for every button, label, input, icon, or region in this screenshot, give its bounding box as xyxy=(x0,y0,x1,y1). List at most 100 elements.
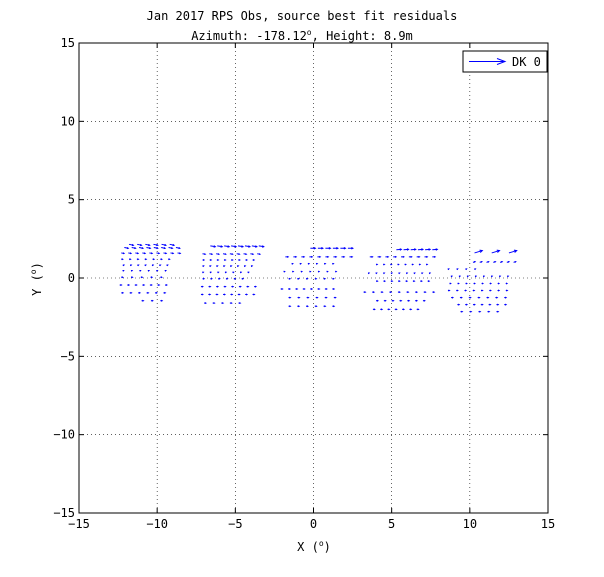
residual-vector-head xyxy=(209,265,212,268)
residual-vector xyxy=(491,250,500,254)
residual-vector-head xyxy=(323,277,327,280)
residual-vector-head xyxy=(497,289,501,292)
residual-vector-head xyxy=(147,269,151,272)
residual-vector-head xyxy=(381,291,384,294)
residual-vector-head xyxy=(313,246,317,250)
residual-vector-head xyxy=(413,272,416,275)
residual-vector-head xyxy=(376,299,380,302)
residual-vector-head xyxy=(406,248,410,251)
subtitle-prefix: Azimuth: -178.12 xyxy=(191,29,307,43)
residual-vector-head xyxy=(334,255,338,258)
residual-vector-head xyxy=(457,282,460,285)
residual-vector-head xyxy=(376,263,379,266)
residual-vector-head xyxy=(238,253,241,256)
residual-vector-head xyxy=(210,277,213,280)
residual-vector-head xyxy=(405,280,409,283)
residual-vector-head xyxy=(231,253,234,256)
y-axis-label-close: ) xyxy=(30,262,44,269)
residual-vector-head xyxy=(384,299,387,302)
x-axis-label-close: ) xyxy=(324,540,331,554)
residual-vector-head xyxy=(202,271,205,274)
x-axis-label-text: X ( xyxy=(297,540,319,554)
residual-vector-head xyxy=(383,272,386,275)
residual-vector-head xyxy=(147,291,150,294)
residual-vector-head xyxy=(288,277,292,280)
residual-vector-head xyxy=(417,308,420,311)
residual-vector-head xyxy=(456,268,459,271)
residual-vector-head xyxy=(227,245,231,248)
residual-vector-head xyxy=(121,276,124,279)
residual-vector-head xyxy=(373,308,376,311)
residual-vector-head xyxy=(247,271,250,274)
x-axis-label-degree: o xyxy=(319,539,324,548)
residual-vector-head xyxy=(488,310,491,313)
residual-vector-head xyxy=(494,260,497,263)
residual-vector-head xyxy=(288,287,292,290)
residual-vector-head xyxy=(239,271,243,274)
residual-vector-head xyxy=(307,296,310,299)
residual-vector-head xyxy=(137,264,140,267)
residual-vector-head xyxy=(406,272,409,275)
residual-vector-head xyxy=(213,245,217,248)
residual-vector-head xyxy=(156,269,159,272)
y-tick-label: 5 xyxy=(68,193,75,207)
residual-vector-head xyxy=(283,270,286,273)
residual-vector-head xyxy=(507,260,511,263)
residual-vector-head xyxy=(164,269,167,272)
residual-vector-head xyxy=(318,287,321,290)
residual-vector-head xyxy=(138,291,142,294)
residual-vector-head xyxy=(350,255,354,258)
residual-vector-head xyxy=(316,296,319,299)
residual-vector-head xyxy=(426,263,429,266)
residual-vector-head xyxy=(489,282,493,285)
residual-vector-head xyxy=(364,291,367,294)
residual-vector-head xyxy=(309,270,312,273)
residual-vector-head xyxy=(328,246,332,250)
residual-vector-head xyxy=(415,291,419,294)
residual-vector-head xyxy=(398,280,401,283)
residual-vector-head xyxy=(298,296,301,299)
residual-vector-head xyxy=(379,255,382,258)
residual-vector-head xyxy=(457,303,461,306)
residual-vector-head xyxy=(413,248,417,251)
residual-vector-head xyxy=(458,275,462,278)
residual-vector-head xyxy=(245,293,249,296)
residual-vector-head xyxy=(335,270,338,273)
residual-vector-head xyxy=(121,258,124,261)
y-axis-label-degree: o xyxy=(29,269,38,274)
residual-vector-head xyxy=(447,268,450,271)
residual-vector-head xyxy=(159,264,162,267)
residual-vector-head xyxy=(310,255,314,258)
residual-vector-head xyxy=(332,287,336,290)
residual-vector-head xyxy=(160,258,163,261)
tick-labels: −15 −10 −5 0 5 10 15 −15 −10 −5 0 5 10 15 xyxy=(53,36,555,531)
residual-vector-head xyxy=(217,258,220,261)
subtitle-degree-sup: o xyxy=(306,28,312,37)
residual-vector-head xyxy=(209,285,212,288)
residual-vector-head xyxy=(170,246,174,250)
residual-vector-head xyxy=(152,258,156,261)
residual-vector-head xyxy=(289,296,292,299)
residual-vector-head xyxy=(122,269,125,272)
residual-vector-head xyxy=(126,246,130,250)
residual-vector-head xyxy=(297,277,300,280)
residual-vector-head xyxy=(150,284,153,287)
residual-vector-head xyxy=(172,243,176,247)
residual-vector-head xyxy=(237,265,240,268)
residual-vector-head xyxy=(411,263,415,266)
x-tick-label: 15 xyxy=(541,517,555,531)
residual-vector-head xyxy=(315,305,318,308)
x-tick-label: 10 xyxy=(463,517,477,531)
residual-vector-head xyxy=(121,291,125,294)
legend-swatch-arrowhead xyxy=(496,58,507,65)
y-tick-label: −10 xyxy=(53,428,75,442)
residual-vector-head xyxy=(342,255,346,258)
residual-vector-head xyxy=(232,271,235,274)
residual-vector-head xyxy=(209,271,213,274)
residual-vector-head xyxy=(300,270,303,273)
residual-vector-head xyxy=(334,296,337,299)
residual-vector-head xyxy=(402,308,406,311)
residual-vector-head xyxy=(392,299,395,302)
residual-vector-head xyxy=(164,252,168,255)
residual-vector-head xyxy=(421,248,425,251)
